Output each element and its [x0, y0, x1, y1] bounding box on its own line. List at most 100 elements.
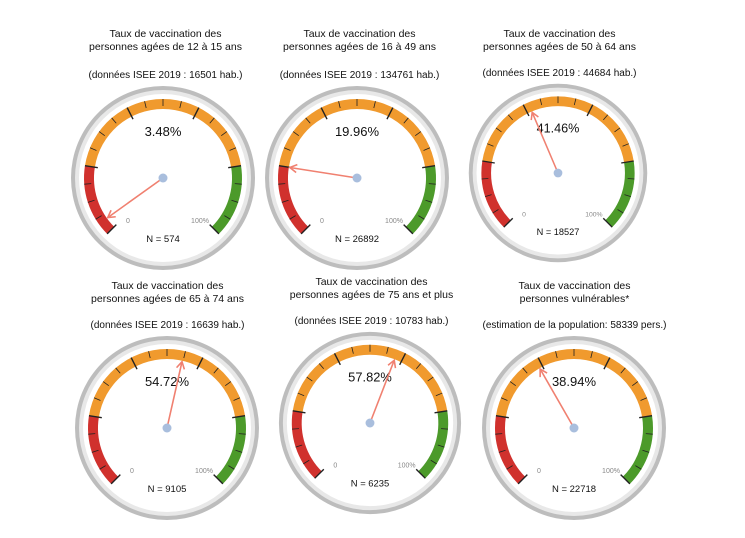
gauge-max-label: 100%	[385, 218, 403, 225]
gauge-min-label: 0	[126, 218, 130, 225]
gauge-minor-tick	[500, 397, 508, 401]
gauge-title: Taux de vaccination des personnes agées …	[89, 28, 242, 53]
gauge-minor-tick	[225, 381, 232, 387]
gauge-max-label: 100%	[585, 212, 602, 219]
gauge-major-tick	[333, 352, 341, 366]
gauge-minor-tick	[492, 209, 499, 214]
gauge-minor-tick	[102, 381, 109, 387]
gauge-major-tick	[213, 474, 224, 485]
gauge-min-label: 0	[320, 218, 324, 225]
gauge-minor-tick	[95, 215, 102, 220]
gauge-needle	[531, 112, 559, 174]
gauge-value-label: 38.94%	[552, 374, 597, 389]
gauge-minor-tick	[645, 433, 653, 435]
gauge-minor-tick	[295, 444, 303, 448]
gauge-minor-tick	[297, 392, 305, 397]
gauge-major-tick	[522, 104, 530, 117]
gauge-minor-tick	[99, 465, 106, 470]
gauge-band-orange	[84, 98, 242, 168]
gauge-minor-tick	[415, 363, 422, 370]
gauge-major-tick	[386, 107, 394, 120]
gauge-title: Taux de vaccination des personnes agées …	[283, 28, 436, 53]
gauge-needle	[166, 361, 183, 429]
gauge-major-tick	[586, 104, 594, 117]
gauge-minor-tick	[498, 449, 506, 453]
gauge-max-label: 100%	[602, 468, 620, 475]
gauge-minor-tick	[522, 367, 528, 374]
gauge-minor-tick	[221, 131, 228, 137]
gauge-needle	[289, 166, 358, 179]
gauge-minor-tick	[281, 199, 289, 203]
gauge-hub	[162, 423, 172, 433]
gauge-minor-tick	[430, 459, 437, 465]
gauge-minor-tick	[622, 143, 629, 147]
gauge-hub	[158, 173, 168, 183]
gauge-panel-1: Taux de vaccination des personnes agées …	[43, 28, 288, 283]
gauge-n-label: N = 9105	[148, 484, 187, 495]
gauge-minor-tick	[306, 376, 313, 382]
gauge-value-label: 19.96%	[335, 124, 380, 139]
gauge-major-tick	[415, 468, 426, 479]
gauge-major-tick	[603, 357, 611, 370]
gauge-minor-tick	[640, 397, 648, 401]
gauge-major-tick	[403, 224, 414, 235]
gauge-minor-tick	[506, 465, 513, 470]
gauge-minor-tick	[111, 117, 117, 124]
gauge-band-red	[88, 415, 119, 484]
gauge-needle	[539, 368, 575, 429]
gauge-title: Taux de vaccination des personnes agées …	[289, 276, 454, 301]
gauge-band-orange	[278, 98, 436, 168]
gauge-minor-tick	[224, 215, 231, 220]
gauge-band-green	[605, 161, 635, 228]
gauge-min-label: 0	[130, 468, 134, 475]
gauge-band-orange	[292, 344, 448, 413]
gauge-minor-tick	[231, 199, 239, 203]
gauge-minor-tick	[148, 351, 151, 359]
gauge-n-label: N = 26892	[335, 234, 379, 245]
gauge-major-tick	[517, 474, 528, 485]
gauge-subtitle: (données ISEE 2019 : 44684 hab.)	[482, 68, 637, 79]
gauge-minor-tick	[435, 392, 443, 397]
gauge-major-tick	[422, 164, 436, 169]
gauge-needle	[107, 177, 164, 219]
gauge-panel-4: Taux de vaccination des personnes agées …	[45, 280, 290, 535]
gauge-panel-6: Taux de vaccination des personnes vulnér…	[452, 280, 697, 535]
gauge-minor-tick	[487, 143, 494, 147]
gauge-band-orange	[495, 349, 653, 418]
gauge-panel-5: Taux de vaccination des personnes agées …	[249, 276, 494, 531]
gauge-minor-tick	[481, 178, 489, 180]
gauge-needle-head	[530, 110, 539, 121]
gauge-minor-tick	[403, 117, 409, 124]
gauge-minor-tick	[278, 183, 286, 185]
gauge-band-green	[211, 165, 242, 234]
gauge-hub	[569, 423, 579, 433]
gauge-band-green	[405, 165, 436, 234]
gauge-major-tick	[300, 224, 311, 235]
gauge-major-tick	[314, 468, 325, 479]
gauge-minor-tick	[539, 98, 543, 106]
gauge-minor-tick	[351, 346, 354, 354]
gauge-title: Taux de vaccination des personnes agées …	[91, 280, 244, 305]
gauge-title: Taux de vaccination des personnes agées …	[483, 28, 636, 53]
gauge-minor-tick	[590, 351, 593, 359]
gauge-minor-tick	[303, 459, 310, 465]
gauge-min-label: 0	[333, 463, 337, 470]
gauge-band-red	[481, 161, 511, 228]
gauge-major-tick	[110, 474, 121, 485]
gauge-minor-tick	[507, 114, 513, 121]
gauge-n-label: N = 18527	[537, 227, 580, 237]
gauge-minor-tick	[283, 147, 291, 151]
gauge-minor-tick	[234, 183, 242, 185]
gauge-minor-tick	[93, 397, 101, 401]
gauge-minor-tick	[213, 367, 219, 374]
gauge-minor-tick	[627, 178, 635, 180]
gauge-band-red	[291, 410, 322, 479]
gauge-dial: 0 100% 3.48% N = 574	[71, 86, 255, 270]
gauge-minor-tick	[179, 101, 182, 109]
gauge-minor-tick	[386, 346, 389, 354]
gauge-minor-tick	[441, 428, 448, 430]
gauge-band-orange	[482, 96, 634, 163]
gauge-major-tick	[503, 217, 514, 228]
gauge-needle-head	[387, 358, 397, 369]
gauge-minor-tick	[373, 101, 376, 109]
